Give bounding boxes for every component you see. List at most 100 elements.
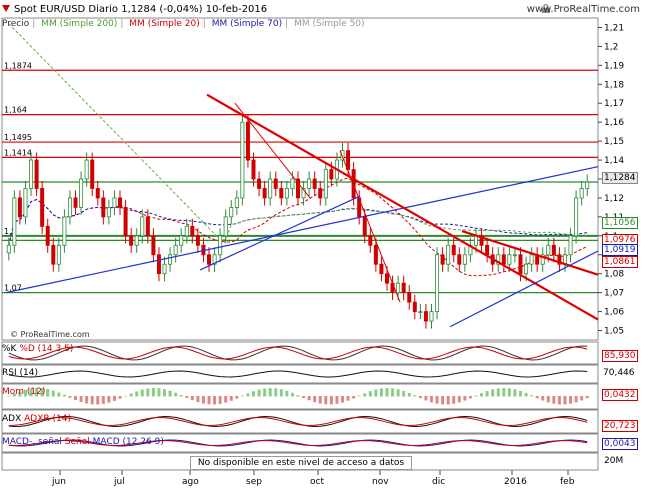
candle-body	[473, 235, 478, 246]
candle-body	[34, 159, 39, 189]
candle-body	[396, 282, 401, 294]
momentum-bar	[268, 388, 272, 397]
candle-body	[273, 178, 278, 189]
momentum-bar	[207, 396, 211, 405]
momentum-bar	[151, 388, 155, 397]
momentum-bar	[318, 396, 322, 404]
copyright-label: © ProRealTime.com	[10, 330, 90, 339]
adxr-line	[8, 416, 588, 427]
candle-body	[290, 178, 295, 189]
channel-lower-line	[449, 250, 599, 328]
momentum-bar	[229, 396, 233, 401]
candle-body	[17, 197, 22, 218]
candle-body	[423, 311, 428, 322]
candle-body	[12, 197, 17, 246]
momentum-bar	[196, 396, 200, 403]
momentum-bar	[368, 391, 372, 397]
candle-body	[407, 292, 412, 303]
indicator-panel-0	[1, 341, 599, 365]
legend-price: Precio	[2, 19, 30, 29]
momentum-bar	[480, 393, 484, 397]
momentum-bar	[235, 396, 239, 399]
macd-value: 0,0043	[602, 438, 638, 450]
momentum-bar	[569, 396, 573, 404]
candle-body	[268, 178, 273, 199]
momentum-bar	[302, 396, 306, 399]
adx-value: 20,723	[602, 420, 638, 432]
candle-body	[240, 121, 245, 199]
momentum-bar	[557, 396, 561, 405]
x-tick-label: nov	[372, 477, 389, 487]
y-tick-label: 1,06	[604, 308, 624, 318]
candle-body	[218, 235, 223, 256]
candle-body	[496, 254, 501, 265]
momentum-bar	[7, 396, 11, 397]
momentum-bar	[257, 389, 261, 397]
momentum-bar	[90, 396, 94, 405]
trend-lines	[5, 93, 599, 328]
momentum-bar	[496, 388, 500, 397]
x-tick-label: ago	[182, 477, 199, 487]
volume-unavailable-notice: No disponible en este nivel de acceso a …	[190, 456, 412, 470]
momentum-bar	[574, 396, 578, 403]
site-url[interactable]: www.ProRealTime.com	[526, 4, 640, 15]
legend-ma200: MM (Simple 200)	[41, 19, 118, 29]
legend-ma20: MM (Simple 20)	[129, 19, 200, 29]
candle-body	[67, 197, 72, 218]
momentum-bar	[46, 389, 50, 397]
candle-body	[312, 178, 317, 189]
level-label: 1,1414	[4, 148, 32, 157]
candle-body	[435, 254, 440, 312]
candle-body	[429, 311, 434, 322]
candle-body	[518, 254, 523, 275]
indicator-panel-5	[1, 452, 599, 471]
momentum-bar	[441, 396, 445, 405]
y-tick-label: 1,2	[604, 42, 618, 52]
candle-body	[184, 225, 189, 237]
momentum-bar	[290, 392, 294, 397]
candle-body	[23, 188, 28, 218]
momentum-bar	[396, 389, 400, 397]
candle-body	[301, 188, 306, 199]
candle-body	[279, 188, 284, 199]
candle-body	[151, 235, 156, 256]
mom-label: Mom (12)	[2, 387, 46, 397]
momentum-bar	[530, 395, 534, 397]
adx-label: ADX ADXR (14)	[2, 414, 71, 424]
candle-body	[384, 273, 389, 284]
candle-body	[95, 188, 100, 199]
y-tick-label: 1,12	[604, 194, 624, 204]
candle-body	[457, 254, 462, 265]
momentum-bar	[363, 393, 367, 397]
momentum-bar	[190, 396, 194, 401]
candle-body	[318, 188, 323, 199]
stoch-value: 85,930	[602, 350, 638, 362]
minor-trend-line-2	[339, 150, 401, 303]
candle-body	[62, 216, 67, 246]
momentum-bar	[346, 396, 350, 401]
y-tick-label: 1,19	[604, 61, 624, 71]
candle-body	[73, 197, 78, 208]
momentum-bar	[452, 396, 456, 404]
momentum-bar	[413, 395, 417, 397]
x-tick-label: jul	[113, 477, 125, 487]
momentum-bar	[580, 396, 584, 401]
y-tick-label: 1,05	[604, 327, 624, 337]
level-tag-r1: 1,1056	[602, 217, 638, 229]
legend-ma70: MM (Simple 70)	[211, 19, 283, 29]
stoch-k-line	[8, 345, 588, 361]
candle-body	[462, 254, 467, 265]
candle-body	[568, 235, 573, 256]
candle-body	[524, 263, 529, 275]
candle-body	[362, 216, 367, 237]
momentum-bar	[35, 388, 39, 397]
y-tick-label: 1,17	[604, 99, 624, 109]
lock-icon	[542, 4, 550, 13]
candle-body	[574, 197, 579, 237]
x-tick-label: oct	[310, 477, 324, 487]
momentum-bar	[40, 388, 44, 397]
last-price-tag: 1,1284	[602, 172, 638, 184]
candle-body	[51, 244, 56, 265]
signal-line	[8, 439, 588, 447]
